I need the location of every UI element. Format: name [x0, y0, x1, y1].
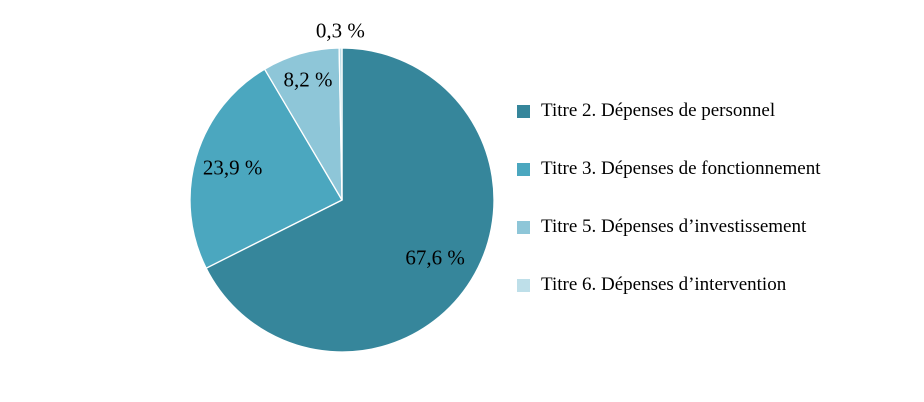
- pie-slice-titre-2: [205, 47, 495, 353]
- legend-label-titre-6: Titre 6. Dépenses d’intervention: [541, 274, 787, 295]
- legend-swatch-titre-3: [517, 162, 530, 176]
- legend: Titre 2. Dépenses de personnel Titre 3. D…: [517, 98, 821, 298]
- pie-slice-titre-6: [338, 47, 343, 201]
- legend-swatch-titre-2: [517, 104, 530, 118]
- pie-slice-titre-3: [189, 68, 343, 269]
- legend-label-titre-2: Titre 2. Dépenses de personnel: [541, 100, 776, 121]
- legend-item-titre-5: Titre 5. Dépenses d’investissement: [517, 214, 821, 240]
- legend-item-titre-2: Titre 2. Dépenses de personnel: [517, 98, 821, 124]
- legend-swatch-titre-5: [517, 220, 530, 234]
- legend-label-titre-3: Titre 3. Dépenses de fonctionnement: [541, 158, 821, 179]
- legend-label-titre-5: Titre 5. Dépenses d’investissement: [541, 216, 807, 237]
- legend-item-titre-6: Titre 6. Dépenses d’intervention: [517, 272, 821, 298]
- legend-swatch-titre-6: [517, 278, 530, 292]
- legend-item-titre-3: Titre 3. Dépenses de fonctionnement: [517, 156, 821, 182]
